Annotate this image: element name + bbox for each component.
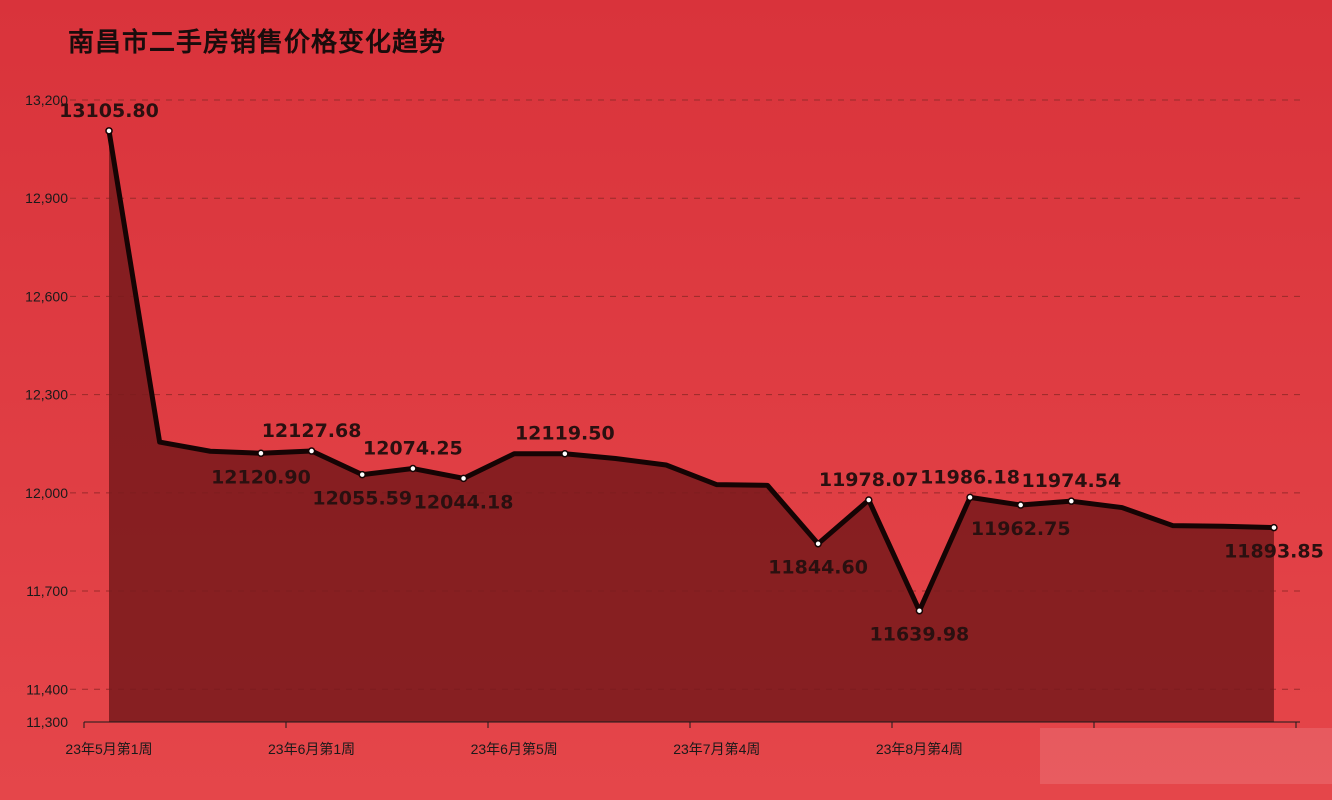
data-point xyxy=(915,606,924,615)
data-label: 12119.50 xyxy=(515,423,615,445)
chart-title: 南昌市二手房销售价格变化趋势 xyxy=(68,28,447,58)
data-label: 11962.75 xyxy=(971,518,1071,540)
x-tick-label: 23年5月第1周 xyxy=(65,741,152,757)
data-point xyxy=(105,127,113,135)
y-axis-labels: 11,300 11,400 11,700 12,000 12,300 12,600 12,9… xyxy=(25,92,68,730)
data-points xyxy=(105,127,1278,615)
data-label: 12120.90 xyxy=(211,466,311,488)
data-label: 12074.25 xyxy=(363,438,463,460)
y-tick-label: 11,700 xyxy=(26,583,68,599)
x-axis xyxy=(83,721,1300,728)
series-polyline xyxy=(106,128,1277,614)
data-label: 12127.68 xyxy=(262,420,362,442)
data-point xyxy=(307,447,316,455)
y-tick-label: 12,300 xyxy=(25,387,68,403)
data-point xyxy=(459,474,468,483)
area-fill xyxy=(109,130,1274,722)
data-point xyxy=(865,496,873,504)
y-tick-label: 12,900 xyxy=(25,190,68,206)
x-tick-label: 23年6月第1周 xyxy=(268,741,355,757)
data-label: 11986.18 xyxy=(920,466,1020,488)
x-tick-label: 23年7月第4周 xyxy=(673,741,760,757)
data-point xyxy=(358,470,366,479)
data-point xyxy=(561,449,569,458)
x-tick-label: 23年6月第5周 xyxy=(471,741,558,757)
data-point xyxy=(1270,523,1278,532)
data-label: 12055.59 xyxy=(312,488,412,510)
y-tick-label: 13,200 xyxy=(25,92,68,108)
data-point xyxy=(1016,501,1025,509)
data-point xyxy=(1067,497,1076,505)
data-label: 13105.80 xyxy=(59,100,159,122)
data-label: 11978.07 xyxy=(819,469,919,491)
data-label: 11844.60 xyxy=(768,557,868,579)
x-tick-label: 23年8月第4周 xyxy=(876,741,963,757)
data-label: 12044.18 xyxy=(414,491,514,513)
y-tick-label: 12,600 xyxy=(25,288,68,304)
data-point xyxy=(257,449,265,458)
area-shape xyxy=(109,130,1274,722)
data-label: 11893.85 xyxy=(1224,541,1324,563)
data-point xyxy=(966,493,974,502)
data-label: 11639.98 xyxy=(870,624,970,646)
x-axis-labels: 23年5月第1周 23年6月第1周 23年6月第5周 23年7月第4周 23年8月第4周 xyxy=(65,741,963,757)
data-label: 11974.54 xyxy=(1021,470,1121,492)
data-labels: 13105.80 12120.90 12127.68 12055.59 12074.25… xyxy=(59,100,1324,646)
data-point xyxy=(409,464,417,473)
series-line xyxy=(106,128,1277,614)
y-tick-label: 12,000 xyxy=(25,485,68,501)
y-tick-label: 11,400 xyxy=(26,681,68,697)
watermark-area xyxy=(1040,728,1332,784)
data-point xyxy=(814,539,822,548)
y-tick-label: 11,300 xyxy=(26,714,68,730)
